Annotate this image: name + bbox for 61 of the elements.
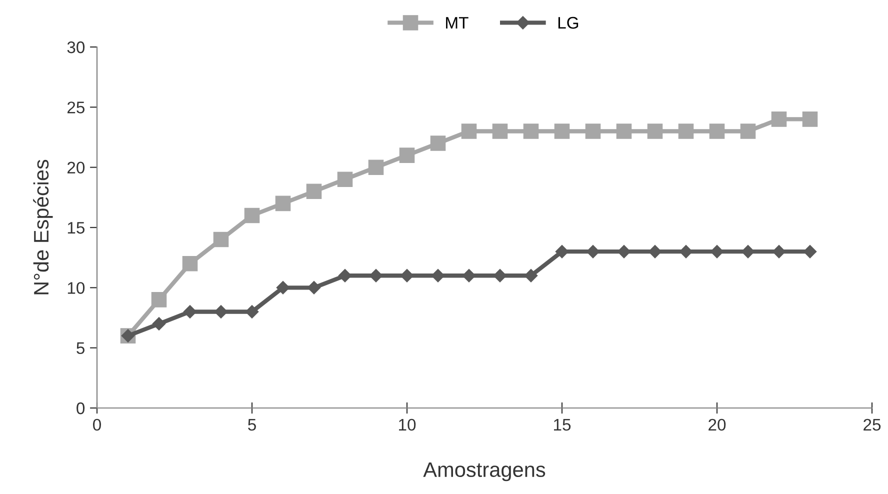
point (617, 244, 631, 258)
x-tick-label: 25 (864, 418, 881, 431)
x-axis-title: Amostragens (423, 462, 546, 482)
point (307, 281, 321, 294)
point (214, 305, 228, 318)
point (772, 244, 786, 258)
point (399, 148, 415, 163)
point (275, 196, 291, 212)
point (493, 269, 507, 282)
point (554, 124, 570, 139)
point (585, 124, 601, 139)
legend-label: MT (446, 17, 468, 29)
point (741, 244, 755, 258)
point (710, 244, 724, 258)
point (461, 124, 477, 139)
x-tick-label: 15 (554, 419, 571, 431)
legend-label: LG (558, 16, 578, 29)
point (369, 269, 383, 282)
point (462, 269, 476, 282)
y-tick-label: 25 (67, 102, 84, 114)
point (648, 244, 662, 258)
point (555, 244, 569, 258)
point (306, 184, 322, 200)
y-tick-label: 30 (67, 41, 85, 54)
point (213, 232, 229, 248)
point (740, 124, 756, 139)
point (183, 305, 197, 318)
point (338, 269, 352, 282)
y-tick-label: 15 (68, 222, 84, 234)
point (678, 124, 694, 139)
point (771, 112, 787, 127)
point (492, 124, 508, 139)
point (245, 305, 259, 318)
y-tick-label: 20 (67, 162, 85, 174)
point (182, 256, 198, 272)
point (337, 172, 353, 188)
x-tick-label: 5 (248, 419, 256, 431)
point (430, 136, 446, 151)
point (152, 317, 166, 330)
y-tick-label: 5 (76, 342, 84, 354)
x-tick-label: 0 (93, 418, 101, 431)
point (431, 269, 445, 282)
point (802, 112, 818, 127)
point (368, 160, 384, 175)
point (709, 124, 725, 139)
point (400, 269, 414, 282)
point (586, 244, 600, 258)
x-tick-label: 10 (399, 418, 416, 431)
point (151, 292, 167, 308)
point (276, 281, 290, 294)
x-tick-label: 20 (708, 418, 726, 431)
point (647, 124, 663, 139)
point (616, 124, 632, 139)
point (524, 269, 538, 282)
point (244, 208, 260, 224)
point (803, 244, 817, 258)
y-tick-label: 0 (76, 402, 85, 414)
point (523, 124, 539, 139)
y-tick-label: 10 (68, 282, 85, 294)
point (679, 244, 693, 258)
y-axis-title: N°de Espécies (33, 160, 53, 294)
